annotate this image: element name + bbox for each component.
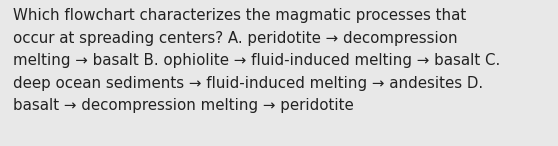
Text: occur at spreading centers? A. peridotite → decompression: occur at spreading centers? A. peridotit… — [13, 31, 458, 46]
Text: deep ocean sediments → fluid-induced melting → andesites D.: deep ocean sediments → fluid-induced mel… — [13, 75, 483, 91]
Text: Which flowchart characterizes the magmatic processes that: Which flowchart characterizes the magmat… — [13, 8, 466, 23]
Text: basalt → decompression melting → peridotite: basalt → decompression melting → peridot… — [13, 98, 354, 113]
Text: melting → basalt B. ophiolite → fluid-induced melting → basalt C.: melting → basalt B. ophiolite → fluid-in… — [13, 53, 501, 68]
